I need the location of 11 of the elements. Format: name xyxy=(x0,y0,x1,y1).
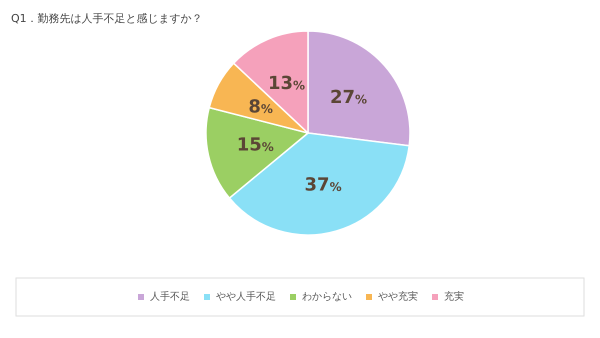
chart-title: Q1．勤務先は人手不足と感じますか？ xyxy=(11,12,203,25)
legend-label: やや充実 xyxy=(378,290,418,302)
legend-label: わからない xyxy=(302,292,352,302)
legend-label: 充実 xyxy=(444,290,464,302)
legend-label: 人手不足 xyxy=(150,290,190,302)
data-label: 37% xyxy=(304,174,342,196)
data-label: 13% xyxy=(268,72,306,94)
data-label: 8% xyxy=(248,96,273,118)
data-label: 27% xyxy=(330,86,368,108)
legend-label: やや人手不足 xyxy=(216,290,276,302)
data-label: 15% xyxy=(236,134,274,156)
